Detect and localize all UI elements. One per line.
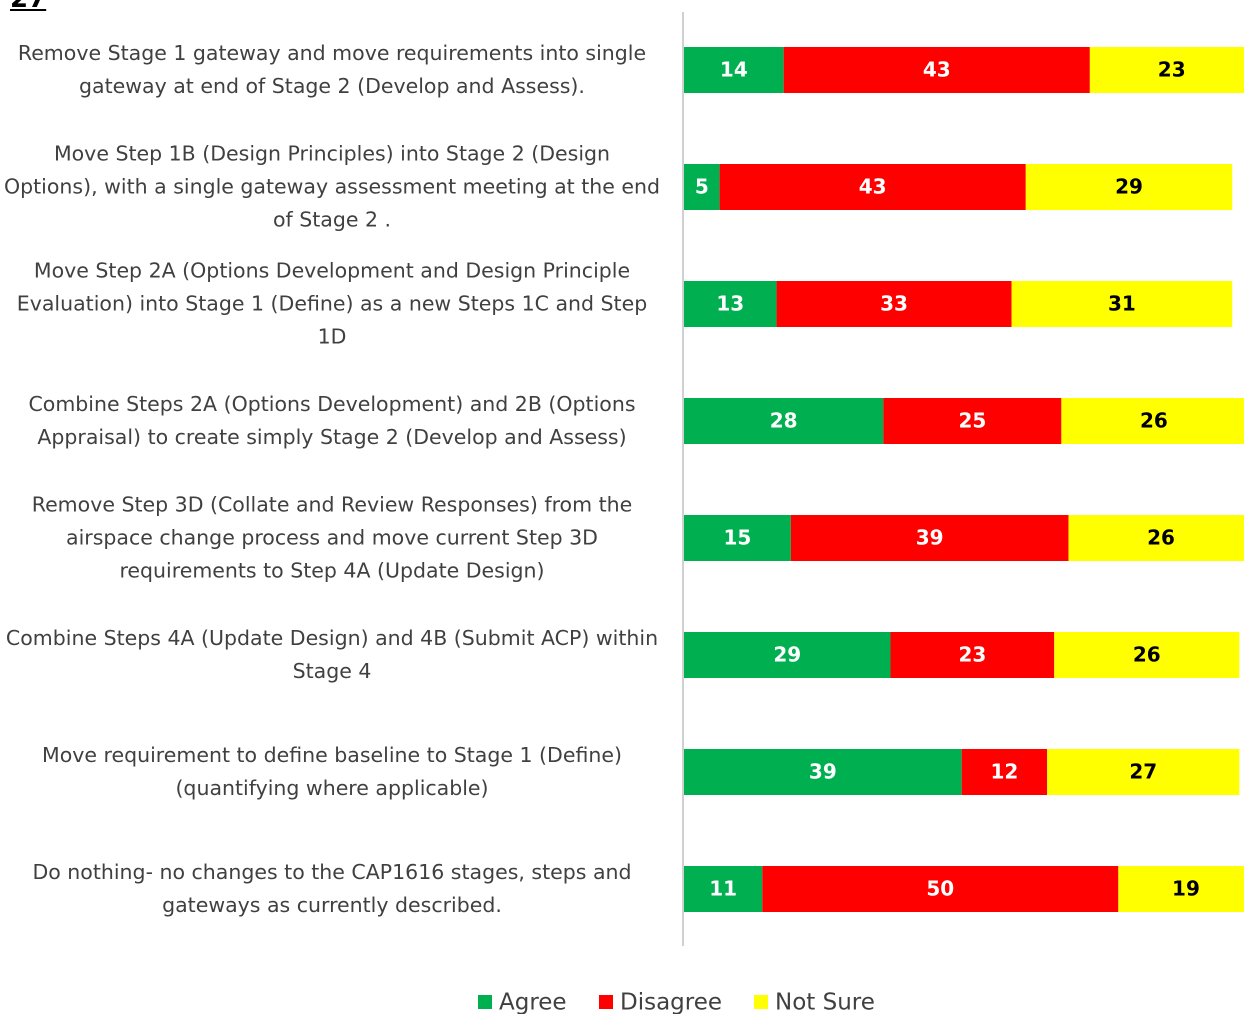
data-label: 39	[916, 526, 944, 550]
bar-segment	[776, 281, 1012, 327]
legend-swatch	[754, 995, 768, 1009]
data-label: 43	[923, 58, 951, 82]
category-label: Move Step 1B (Design Principles) into St…	[4, 141, 660, 232]
data-label: 12	[990, 760, 1018, 784]
bar-segment	[1047, 749, 1240, 795]
data-label: 5	[695, 175, 709, 199]
category-label: Move requirement to define baseline to S…	[42, 743, 622, 800]
bar-segment	[1054, 632, 1240, 678]
legend-label: Agree	[499, 990, 567, 1014]
bar-segment	[1068, 515, 1244, 561]
category-label: Remove Step 3D (Collate and Review Respo…	[31, 492, 633, 583]
legend-swatch	[599, 995, 613, 1009]
legend-label: Not Sure	[775, 990, 875, 1014]
bar-segment	[961, 749, 1048, 795]
bar-segment	[684, 515, 791, 561]
bar-segment	[684, 749, 962, 795]
data-label: 26	[1147, 526, 1175, 550]
data-label: 26	[1140, 409, 1168, 433]
data-label: 39	[809, 760, 837, 784]
bar-segment	[1025, 164, 1233, 210]
bar-segment	[1089, 47, 1244, 93]
bar-segment	[783, 47, 1090, 93]
category-label: Remove Stage 1 gateway and move requirem…	[17, 41, 647, 98]
bar-segment	[684, 866, 763, 912]
data-label: 29	[1115, 175, 1143, 199]
bar-segment	[684, 632, 891, 678]
bar-segment	[684, 281, 777, 327]
bar-segment	[883, 398, 1062, 444]
data-label: 23	[1158, 58, 1186, 82]
data-label: 27	[1129, 760, 1157, 784]
bar-segment	[762, 866, 1119, 912]
category-label: Combine Steps 4A (Update Design) and 4B …	[5, 626, 659, 683]
bar-segment	[684, 398, 884, 444]
data-label: 15	[723, 526, 751, 550]
data-label: 11	[709, 877, 737, 901]
data-label: 29	[773, 643, 801, 667]
bar-segment	[790, 515, 1069, 561]
bar-segment	[684, 47, 784, 93]
data-label: 14	[720, 58, 748, 82]
bar-segment	[684, 164, 720, 210]
legend-label: Disagree	[620, 990, 722, 1014]
data-label: 23	[958, 643, 986, 667]
bar-segment	[1011, 281, 1233, 327]
bar-segment	[1061, 398, 1244, 444]
chart-title: 27	[10, 0, 46, 14]
data-label: 26	[1133, 643, 1161, 667]
category-label: Move Step 2A (Options Development and De…	[16, 258, 648, 349]
bar-segment	[1118, 866, 1244, 912]
legend-swatch	[478, 995, 492, 1009]
bar-segment	[719, 164, 1026, 210]
data-label: 25	[958, 409, 986, 433]
category-label: Combine Steps 2A (Options Development) a…	[28, 392, 636, 449]
data-label: 33	[880, 292, 908, 316]
data-label: 31	[1108, 292, 1136, 316]
data-label: 28	[770, 409, 798, 433]
data-label: 43	[859, 175, 887, 199]
data-label: 19	[1172, 877, 1200, 901]
bar-segment	[890, 632, 1055, 678]
data-label: 13	[716, 292, 744, 316]
category-label: Do nothing- no changes to the CAP1616 st…	[32, 860, 632, 917]
data-label: 50	[926, 877, 954, 901]
